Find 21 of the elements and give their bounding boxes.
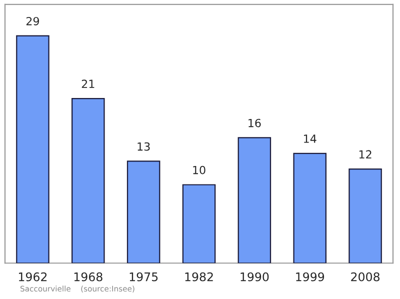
- x-tick-label: 1962: [18, 272, 47, 282]
- x-tick-label: 2008: [351, 272, 380, 282]
- bar: [182, 184, 216, 264]
- bar: [72, 98, 105, 264]
- data-label: 10: [193, 166, 206, 174]
- bar: [16, 35, 50, 264]
- data-label: 13: [138, 142, 150, 151]
- data-label: 14: [304, 134, 316, 143]
- x-tick-label: 1990: [240, 272, 269, 282]
- x-tick-label: 1999: [296, 272, 324, 282]
- bar: [126, 160, 160, 264]
- data-label: 29: [26, 16, 39, 26]
- data-label: 16: [248, 118, 261, 128]
- x-tick-label: 1975: [130, 272, 158, 282]
- bar: [293, 152, 326, 264]
- x-tick-label: 1982: [185, 272, 213, 282]
- x-tick-label: 1968: [74, 272, 102, 282]
- bar: [348, 168, 382, 264]
- data-label: 21: [82, 80, 94, 88]
- bar: [238, 137, 272, 264]
- data-label: 12: [359, 150, 372, 158]
